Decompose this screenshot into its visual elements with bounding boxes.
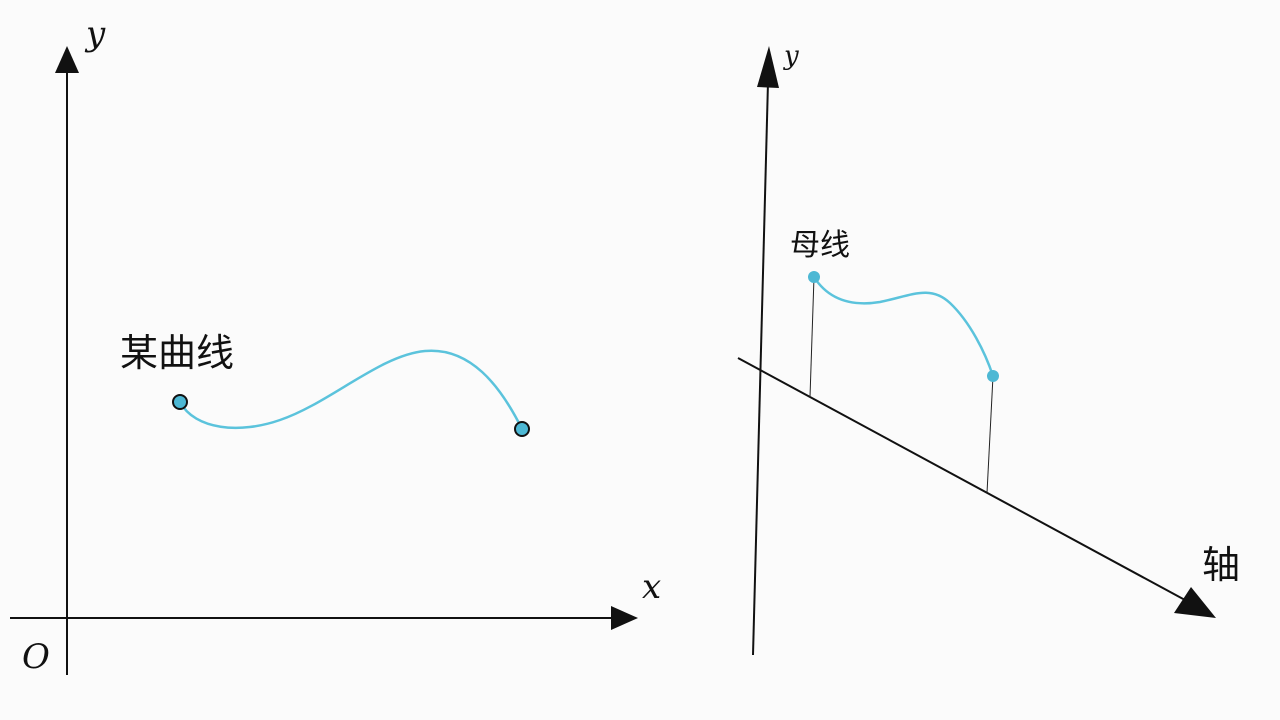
- left-curve-end-point: [514, 421, 530, 437]
- left-curve-start-point: [172, 394, 188, 410]
- left-x-axis-arrow: [611, 606, 638, 630]
- generatrix-start-point: [808, 271, 820, 283]
- left-y-axis-label: y: [84, 14, 106, 54]
- right-y-axis: [752, 81, 769, 656]
- projection-line-end: [986, 375, 994, 494]
- generatrix-end-point: [987, 370, 999, 382]
- right-y-axis-arrow: [757, 46, 779, 88]
- curve-label: 某曲线: [120, 331, 234, 375]
- left-y-axis-arrow: [55, 46, 79, 73]
- right-panel: y 轴 母线: [737, 41, 1240, 656]
- rotation-axis: [737, 357, 1186, 601]
- axis-label: 轴: [1202, 543, 1240, 587]
- right-y-axis-label: y: [783, 41, 799, 71]
- left-x-axis-label: x: [642, 567, 661, 607]
- rotation-axis-arrow: [1174, 587, 1216, 618]
- left-curve: [178, 349, 524, 430]
- generatrix-label: 母线: [790, 228, 850, 263]
- generatrix-curve: [812, 276, 995, 377]
- left-panel: y x O 某曲线: [10, 14, 661, 677]
- origin-label: O: [22, 637, 50, 677]
- projection-line-start: [809, 276, 815, 398]
